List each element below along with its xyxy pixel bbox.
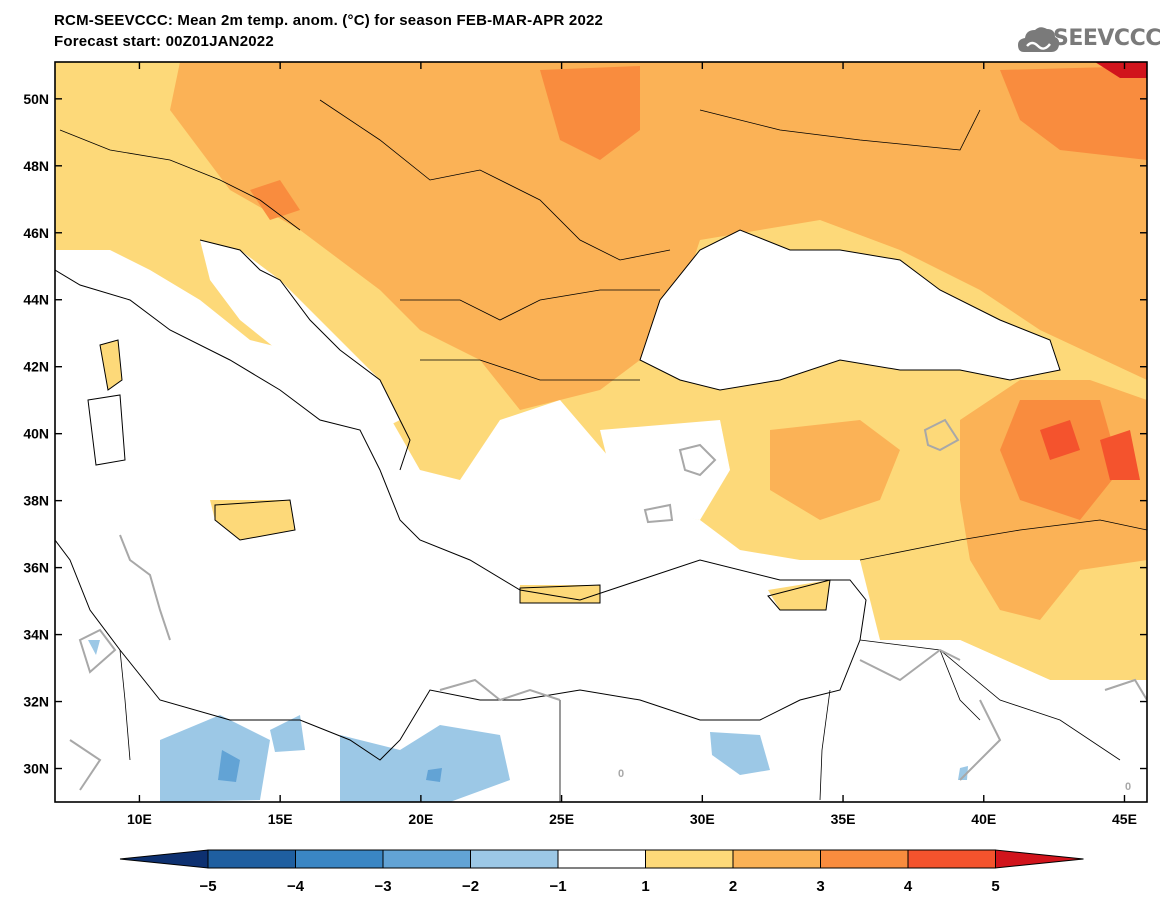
map-title: RCM-SEEVCCC: Mean 2m temp. anom. (°C) fo… [54,12,604,29]
colorbar-swatch [820,849,909,869]
colorbar: −5 −4 −3 −2 −1 1 2 3 4 5 [119,849,1084,895]
lon-tick-label: 20E [408,811,433,827]
colorbar-tick-label: 5 [991,878,999,895]
lon-tick-label: 30E [690,811,715,827]
lon-tick-label: 45E [1112,811,1137,827]
anomaly-field [55,62,1147,802]
lat-tick-label: 42N [23,359,49,375]
colorbar-tick-label: 3 [816,878,824,895]
longitude-axis: 10E 15E 20E 25E 30E 35E 40E 45E [127,62,1137,827]
lat-tick-label: 48N [23,158,49,174]
colorbar-low-extension [119,849,209,869]
colorbar-tick-label: −1 [549,878,566,895]
lon-tick-label: 25E [549,811,574,827]
lat-tick-label: 44N [23,292,49,308]
colorbar-tick-label: −2 [462,878,479,895]
colorbar-tick-label: 4 [904,878,913,895]
colorbar-swatch [645,849,734,869]
lat-tick-label: 46N [23,225,49,241]
colorbar-swatch [382,849,471,869]
colorbar-tick-label: 2 [729,878,737,895]
logo-text: SEEVCCC [1053,26,1161,51]
colorbar-swatch [557,849,646,869]
colorbar-swatch [295,849,384,869]
colorbar-swatch [207,849,296,869]
colorbar-swatch [732,849,821,869]
zero-contour [69,418,1147,791]
coastlines [55,99,1147,802]
lon-tick-label: 10E [127,811,152,827]
colorbar-tick-label: 1 [641,878,649,895]
lat-tick-label: 34N [23,627,49,643]
colorbar-swatch [470,849,559,869]
lon-tick-label: 15E [268,811,293,827]
colorbar-tick-label: −3 [374,878,391,895]
contour-label: 0 [1125,781,1131,793]
lat-tick-label: 36N [23,560,49,576]
lat-tick-label: 50N [23,91,49,107]
map-frame [54,61,1148,803]
seevccc-logo-icon [1018,27,1060,52]
forecast-start-label: Forecast start: 00Z01JAN2022 [54,33,274,50]
colorbar-high-extension [995,849,1084,869]
colorbar-swatch [907,849,996,869]
lon-tick-label: 35E [831,811,856,827]
lat-tick-label: 38N [23,493,49,509]
lat-tick-label: 30N [23,761,49,777]
lat-tick-label: 40N [23,426,49,442]
lat-tick-label: 32N [23,694,49,710]
colorbar-tick-label: −4 [287,878,305,895]
colorbar-tick-label: −5 [199,878,216,895]
lon-tick-label: 40E [971,811,996,827]
contour-label: 0 [618,768,624,780]
latitude-axis: 30N 32N 34N 36N 38N 40N 42N 44N 46N 48N 50N [23,91,1147,777]
